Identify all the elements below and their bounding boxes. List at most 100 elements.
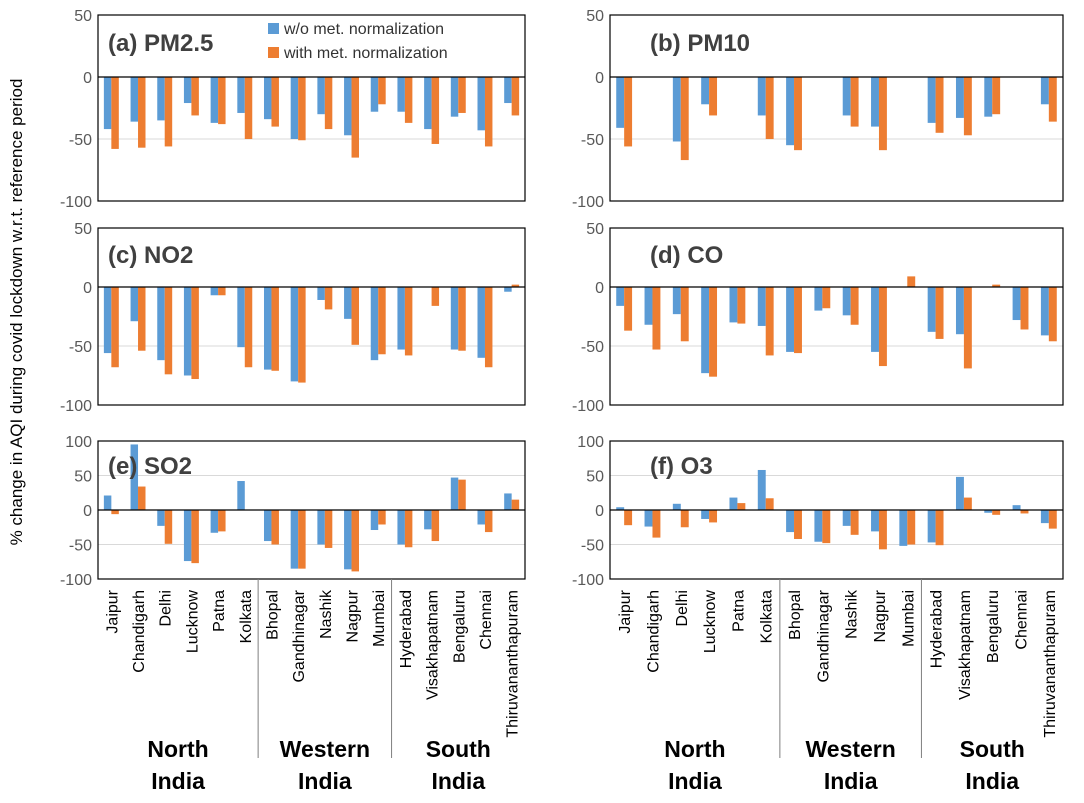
bar-without-nagpur <box>344 287 352 319</box>
bar-with-visakhapatnam <box>431 77 440 144</box>
bar-without-nagpur <box>344 77 352 136</box>
x-category-label: Bhopal <box>787 590 804 640</box>
bar-without-visakhapatnam <box>955 476 964 510</box>
bar-with-chandigarh <box>138 77 146 148</box>
bar-without-bengaluru <box>450 477 459 510</box>
bar-without-patna <box>210 77 219 123</box>
bar-with-kolkata <box>765 498 774 510</box>
bar-without-gandhinagar <box>814 510 823 542</box>
bar-with-hyderabad <box>404 77 413 123</box>
bar-without-bhopal <box>786 77 795 146</box>
bar-without-kolkata <box>757 77 766 116</box>
bar-without-delhi <box>672 287 681 315</box>
bar-with-visakhapatnam <box>963 497 972 510</box>
region-label: Western <box>280 736 370 762</box>
bar-with-nagpur <box>351 510 360 572</box>
y-tick-label: -100 <box>572 572 604 589</box>
x-category-label: Chennai <box>1014 590 1031 650</box>
y-tick-label: 100 <box>65 434 92 451</box>
bar-without-hyderabad <box>927 77 936 123</box>
bar-with-nashik <box>324 510 333 548</box>
panel-frame <box>97 14 526 202</box>
panel-title: (e) SO2 <box>108 453 192 480</box>
panel-a: 50 0 -50 -100 (a) PM2.5 <box>60 8 526 211</box>
bar-without-hyderabad <box>927 510 936 543</box>
bar-with-nashik <box>850 287 859 325</box>
bar-with-lucknow <box>709 77 718 116</box>
bar-without-patna <box>210 510 219 533</box>
bar-without-nagpur <box>871 510 879 532</box>
x-category-label: Kolkata <box>759 590 776 643</box>
x-category-label: Nagpur <box>872 589 889 642</box>
y-axis-label: % change in AQI during covid lockdown w.… <box>7 79 26 546</box>
bar-without-chandigarh <box>130 287 139 322</box>
x-category-label: Chandigarh <box>645 590 662 673</box>
bar-with-mumbai <box>907 276 916 287</box>
bar-with-thiruvananthapuram <box>511 284 520 287</box>
bar-with-chennai <box>1020 510 1029 514</box>
bar-without-visakhapatnam <box>424 77 432 130</box>
x-category-label: Chandigarh <box>131 590 148 673</box>
region-label: India <box>965 768 1019 794</box>
bar-without-chennai <box>1012 287 1021 321</box>
x-category-label: Lucknow <box>702 590 719 654</box>
bar-without-thiruvananthapuram <box>504 493 512 510</box>
bar-without-kolkata <box>757 287 766 326</box>
bar-with-bhopal <box>271 77 279 127</box>
bar-with-nagpur <box>351 77 360 158</box>
bar-without-visakhapatnam <box>424 510 432 530</box>
bar-with-bhopal <box>794 510 802 539</box>
bar-without-chennai <box>1012 505 1021 510</box>
bar-without-nashik <box>842 510 851 526</box>
bar-with-hyderabad <box>935 287 944 339</box>
bar-without-bhopal <box>263 287 272 370</box>
region-label: India <box>431 768 485 794</box>
x-category-label: Hyderabad <box>398 590 415 668</box>
bar-with-bhopal <box>794 287 802 354</box>
bar-with-bengaluru <box>458 479 466 510</box>
x-category-label: Bengaluru <box>985 590 1002 663</box>
bar-with-thiruvananthapuram <box>1048 77 1057 122</box>
bar-with-hyderabad <box>404 510 413 548</box>
bar-without-jaipur <box>616 287 625 306</box>
bar-without-mumbai <box>899 510 908 546</box>
x-category-label: Patna <box>730 590 747 632</box>
x-category-label: Mumbai <box>371 590 388 647</box>
y-tick-label: -50 <box>69 339 92 356</box>
y-tick-label: -50 <box>581 339 604 356</box>
bar-with-lucknow <box>191 77 199 116</box>
bar-without-bengaluru <box>984 77 993 117</box>
bar-without-patna <box>729 287 738 323</box>
bar-without-delhi <box>157 287 165 361</box>
bar-without-thiruvananthapuram <box>504 77 512 104</box>
bar-without-chennai <box>477 510 485 525</box>
bar-with-lucknow <box>709 510 718 523</box>
bar-without-lucknow <box>183 287 192 376</box>
bar-with-hyderabad <box>404 287 413 356</box>
bar-with-thiruvananthapuram <box>1048 510 1057 529</box>
bar-without-thiruvananthapuram <box>504 287 512 292</box>
bar-with-gandhinagar <box>822 287 831 309</box>
panel-title: (f) O3 <box>650 453 713 480</box>
bar-with-kolkata <box>765 287 774 356</box>
bar-with-bengaluru <box>992 77 1001 115</box>
bar-without-nashik <box>842 77 851 116</box>
bar-with-mumbai <box>378 77 386 105</box>
panel-frame <box>609 227 1064 406</box>
bar-without-gandhinagar <box>814 287 823 311</box>
bar-without-nashik <box>317 510 325 545</box>
x-category-label: Lucknow <box>184 590 201 654</box>
legend-label-with: with met. normalization <box>283 45 448 62</box>
bar-with-visakhapatnam <box>963 287 972 369</box>
bar-without-delhi <box>672 503 681 510</box>
bar-without-jaipur <box>103 287 112 354</box>
panel-title: (a) PM2.5 <box>108 30 213 57</box>
bar-without-hyderabad <box>397 77 405 112</box>
y-tick-label: -100 <box>572 398 604 415</box>
bar-with-thiruvananthapuram <box>511 499 520 510</box>
y-tick-label: 50 <box>74 8 92 25</box>
bar-without-bhopal <box>786 510 795 533</box>
bar-without-chandigarh <box>644 287 653 325</box>
bar-without-visakhapatnam <box>955 77 964 118</box>
bar-with-mumbai <box>907 510 916 545</box>
